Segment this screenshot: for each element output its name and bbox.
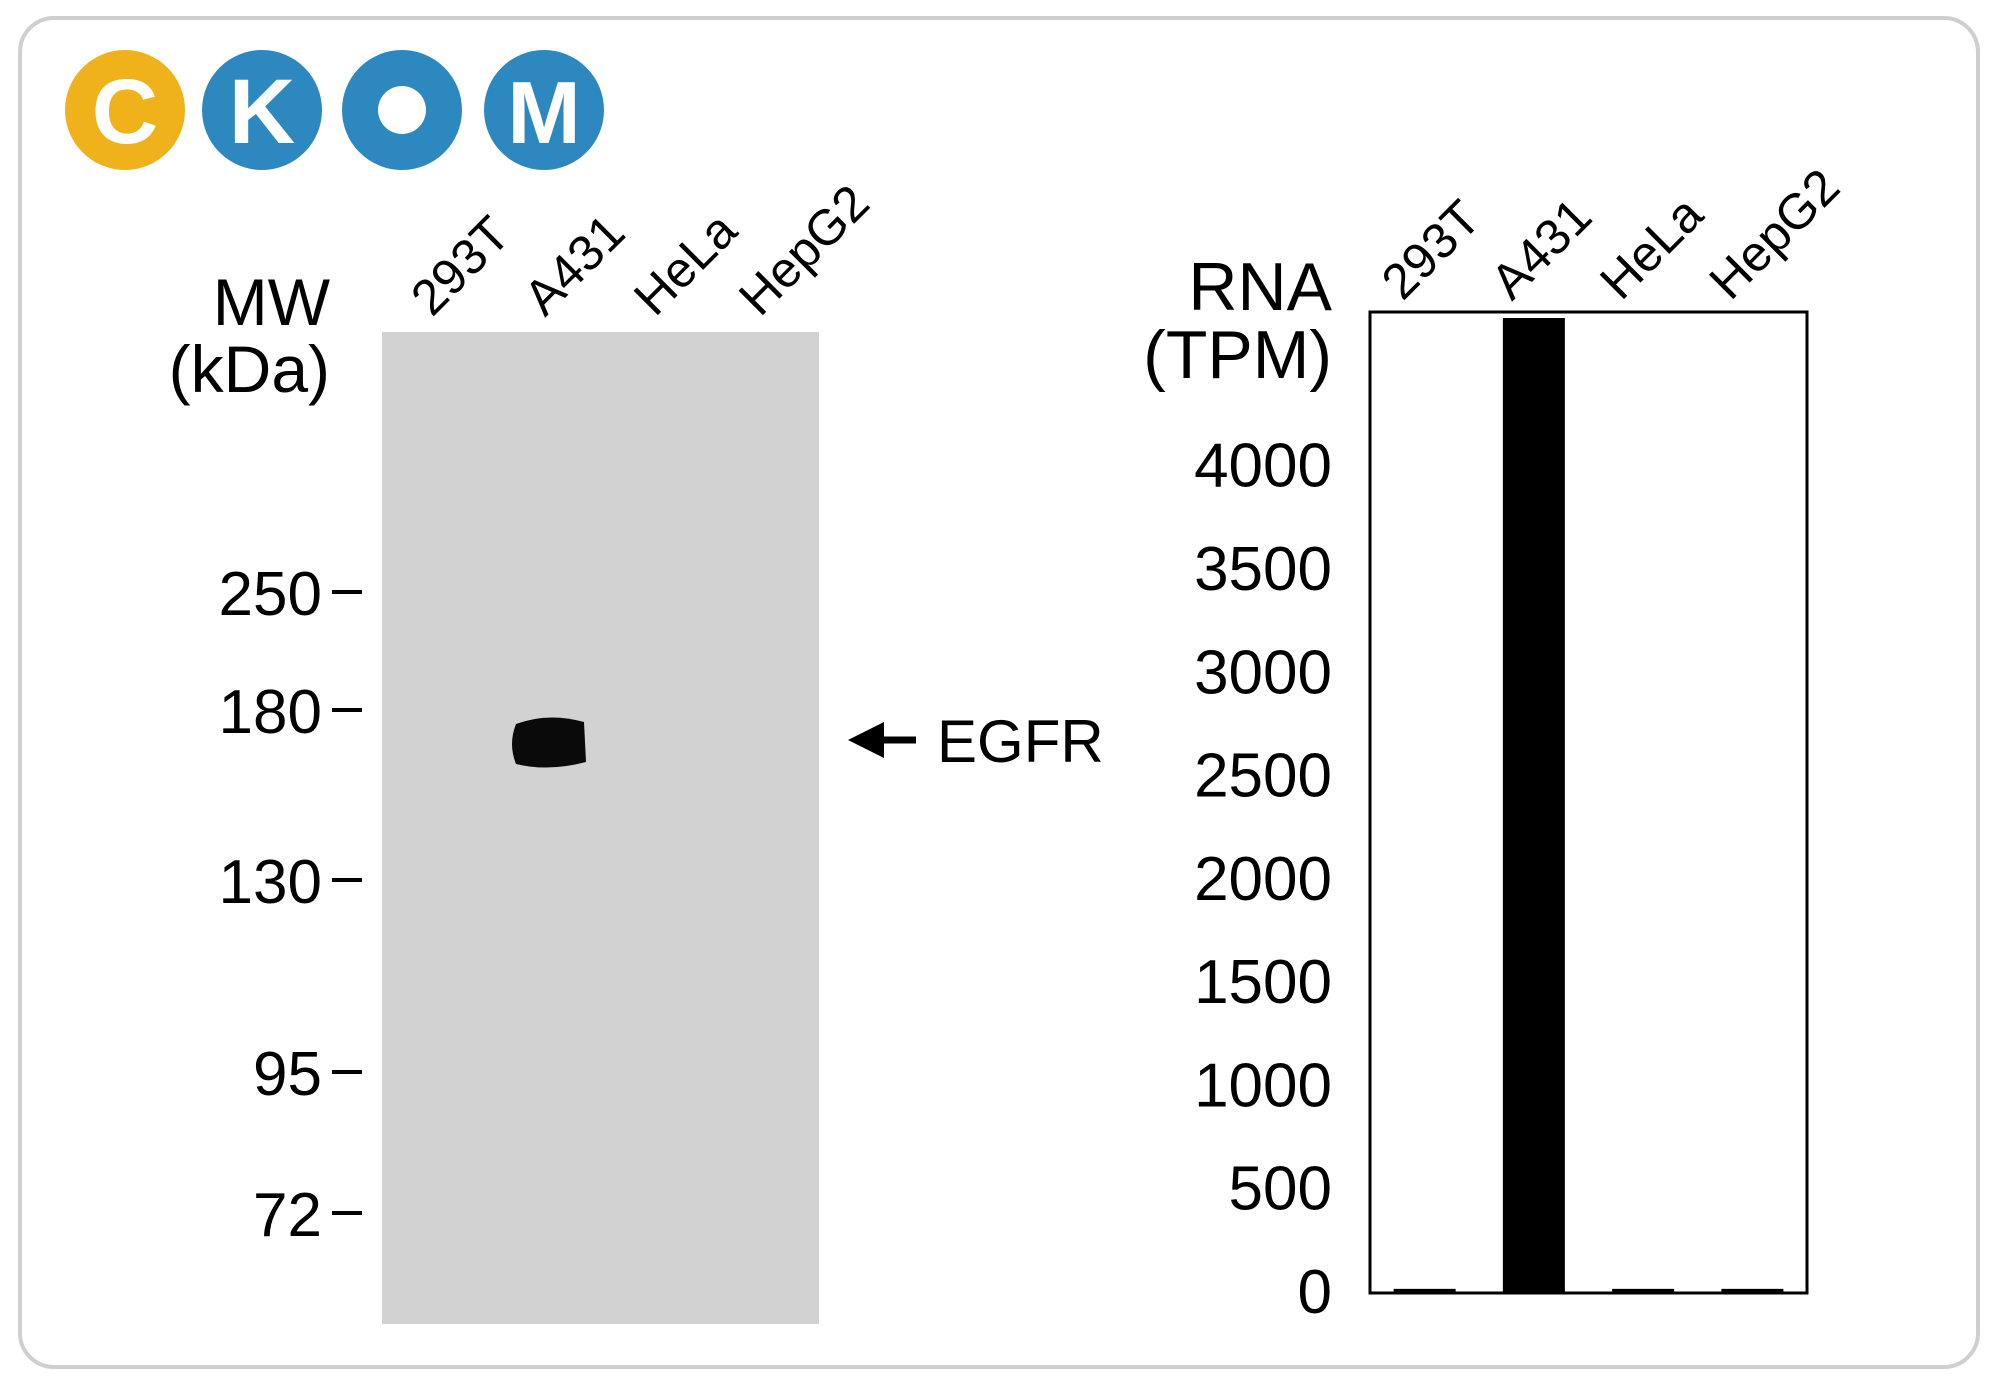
logo-letter-c: C (92, 61, 158, 163)
bar-hepg2 (1721, 1288, 1784, 1293)
bar-a431 (1502, 318, 1565, 1293)
mw-marker-72: 72 (253, 1181, 362, 1250)
y-tick-label: 1000 (1194, 1051, 1332, 1120)
egfr-arrow-icon (848, 722, 916, 758)
plot-area (1368, 310, 1809, 1295)
logo-letter-k: K (229, 61, 295, 163)
y-tick-label: 4000 (1194, 432, 1332, 501)
mw-marker-95: 95 (253, 1040, 362, 1109)
y-tick-label: 3000 (1194, 638, 1332, 707)
bar-293t (1393, 1288, 1456, 1293)
figure-frame (18, 16, 1980, 1369)
logo: C K O M (65, 50, 604, 170)
lane-label-hepg2: HepG2 (728, 174, 880, 326)
logo-o-icon: O (342, 50, 462, 170)
egfr-band (512, 717, 586, 768)
blot-membrane (382, 332, 819, 1324)
y-axis-unit: (TPM) (1143, 317, 1332, 393)
x-tick-label-293t: 293T (1371, 190, 1491, 310)
y-tick-label: 2500 (1194, 742, 1332, 811)
egfr-label: EGFR (937, 708, 1104, 775)
lane-label-293t: 293T (400, 206, 520, 326)
x-tick-label-hepg2: HepG2 (1699, 158, 1851, 310)
logo-letter-m: M (507, 63, 580, 162)
mw-unit-label: (kDa) (169, 332, 330, 406)
y-axis-label: RNA (1188, 249, 1332, 325)
mw-marker-label: 180 (219, 678, 322, 747)
y-tick-label: 1500 (1194, 948, 1332, 1017)
mw-marker-label: 72 (253, 1181, 322, 1250)
rna-bar-chart: RNA (TPM) 0 500 1000 1500 2000 2500 3000 3500 40… (1143, 158, 1850, 1327)
x-tick-label-a431: A431 (1480, 188, 1602, 310)
logo-letter-o: O (366, 61, 438, 163)
mw-marker-130: 130 (219, 848, 362, 917)
logo-m-icon: M (484, 50, 604, 170)
mw-marker-label: 250 (219, 560, 322, 629)
y-tick-label: 3500 (1194, 535, 1332, 604)
mw-label: MW (213, 265, 331, 339)
y-tick-label: 500 (1229, 1155, 1332, 1224)
lane-label-hela: HeLa (623, 202, 747, 326)
mw-marker-180: 180 (219, 678, 362, 747)
logo-k-icon: K (202, 50, 322, 170)
y-tick-label: 0 (1298, 1258, 1332, 1327)
logo-c-icon: C (65, 50, 185, 170)
bar-hela (1612, 1288, 1675, 1293)
x-tick-label-hela: HeLa (1589, 186, 1713, 310)
mw-marker-250: 250 (219, 560, 362, 629)
y-axis-ticks: 0 500 1000 1500 2000 2500 3000 3500 4000 (1194, 432, 1332, 1327)
bars (1393, 318, 1784, 1293)
lane-label-a431: A431 (513, 204, 635, 326)
western-blot: MW (kDa) 293T A431 HeLa HepG2 250 180 13… (169, 174, 1104, 1324)
y-tick-label: 2000 (1194, 845, 1332, 914)
mw-marker-label: 95 (253, 1040, 322, 1109)
mw-marker-label: 130 (219, 848, 322, 917)
